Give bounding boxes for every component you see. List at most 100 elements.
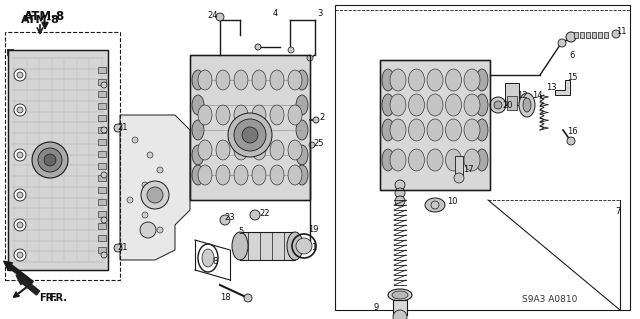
Circle shape xyxy=(132,137,138,143)
Circle shape xyxy=(17,72,23,78)
Bar xyxy=(335,5,630,310)
Circle shape xyxy=(101,172,107,178)
Circle shape xyxy=(313,117,319,123)
Bar xyxy=(98,79,106,85)
Bar xyxy=(98,139,106,145)
Text: 20: 20 xyxy=(503,100,513,109)
Ellipse shape xyxy=(270,70,284,90)
Circle shape xyxy=(220,215,230,225)
Text: 1: 1 xyxy=(312,243,317,253)
Text: 8: 8 xyxy=(212,257,218,266)
Ellipse shape xyxy=(382,119,394,141)
Bar xyxy=(98,199,106,205)
Bar xyxy=(98,67,106,73)
Text: 13: 13 xyxy=(546,84,556,93)
Ellipse shape xyxy=(382,94,394,116)
Bar xyxy=(98,115,106,121)
Ellipse shape xyxy=(252,165,266,185)
Bar xyxy=(574,32,578,38)
Circle shape xyxy=(567,137,575,145)
Ellipse shape xyxy=(270,105,284,125)
Ellipse shape xyxy=(408,119,424,141)
Ellipse shape xyxy=(234,70,248,90)
Text: FR.: FR. xyxy=(49,293,67,303)
Circle shape xyxy=(141,181,169,209)
Ellipse shape xyxy=(427,119,443,141)
Circle shape xyxy=(250,210,260,220)
Circle shape xyxy=(255,44,261,50)
Circle shape xyxy=(114,124,122,132)
Circle shape xyxy=(395,188,405,198)
Bar xyxy=(505,83,519,105)
Ellipse shape xyxy=(198,165,212,185)
Circle shape xyxy=(14,219,26,231)
Ellipse shape xyxy=(476,119,488,141)
Circle shape xyxy=(431,201,439,209)
Ellipse shape xyxy=(288,140,302,160)
Circle shape xyxy=(288,47,294,53)
Circle shape xyxy=(612,30,620,38)
Text: 18: 18 xyxy=(220,293,230,301)
Ellipse shape xyxy=(296,95,308,115)
FancyArrow shape xyxy=(16,275,40,295)
Polygon shape xyxy=(120,115,190,260)
Text: 9: 9 xyxy=(373,303,379,313)
Circle shape xyxy=(101,252,107,258)
Ellipse shape xyxy=(464,69,480,91)
Bar xyxy=(98,163,106,169)
Circle shape xyxy=(142,182,148,188)
Ellipse shape xyxy=(216,140,230,160)
Text: 4: 4 xyxy=(273,10,278,19)
Bar xyxy=(393,300,407,315)
Circle shape xyxy=(127,197,133,203)
Text: 16: 16 xyxy=(566,128,577,137)
Ellipse shape xyxy=(270,140,284,160)
Text: 5: 5 xyxy=(238,227,244,236)
Circle shape xyxy=(490,97,506,113)
Text: 12: 12 xyxy=(516,91,527,100)
Ellipse shape xyxy=(288,165,302,185)
Ellipse shape xyxy=(234,140,248,160)
Ellipse shape xyxy=(382,69,394,91)
Ellipse shape xyxy=(296,165,308,185)
Text: 2: 2 xyxy=(319,114,324,122)
Circle shape xyxy=(14,189,26,201)
Circle shape xyxy=(44,154,56,166)
Ellipse shape xyxy=(445,94,461,116)
Ellipse shape xyxy=(408,94,424,116)
Circle shape xyxy=(32,142,68,178)
Circle shape xyxy=(17,152,23,158)
Text: 23: 23 xyxy=(225,213,236,222)
Bar xyxy=(8,50,108,270)
Bar xyxy=(190,55,310,200)
Circle shape xyxy=(494,101,502,109)
Ellipse shape xyxy=(296,70,308,90)
Circle shape xyxy=(17,252,23,258)
Circle shape xyxy=(14,249,26,261)
Ellipse shape xyxy=(476,69,488,91)
Ellipse shape xyxy=(408,69,424,91)
Ellipse shape xyxy=(476,149,488,171)
Text: 21: 21 xyxy=(118,123,128,132)
Text: 11: 11 xyxy=(616,27,627,36)
Circle shape xyxy=(17,192,23,198)
Bar xyxy=(507,96,517,110)
Bar xyxy=(380,60,490,190)
Circle shape xyxy=(234,119,266,151)
Circle shape xyxy=(244,294,252,302)
Circle shape xyxy=(395,180,405,190)
Ellipse shape xyxy=(198,140,212,160)
Ellipse shape xyxy=(390,69,406,91)
Circle shape xyxy=(17,222,23,228)
Circle shape xyxy=(307,55,313,61)
Text: 10: 10 xyxy=(447,197,457,206)
Ellipse shape xyxy=(476,94,488,116)
Bar xyxy=(604,32,608,38)
Text: 25: 25 xyxy=(314,138,324,147)
Text: 24: 24 xyxy=(208,11,218,19)
Bar xyxy=(98,235,106,241)
FancyArrow shape xyxy=(4,261,33,285)
Ellipse shape xyxy=(252,140,266,160)
Circle shape xyxy=(14,69,26,81)
Bar xyxy=(98,223,106,229)
